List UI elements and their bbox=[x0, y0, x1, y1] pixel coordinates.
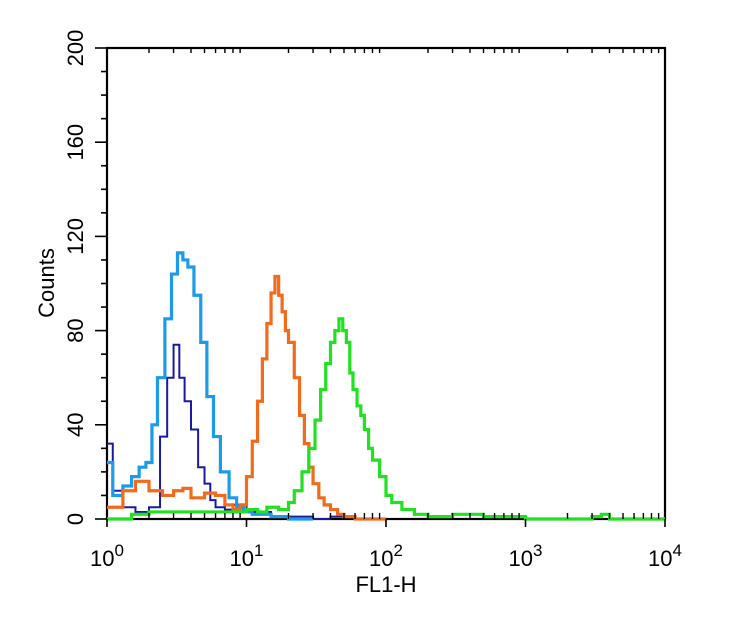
x-tick-label: 100 bbox=[90, 541, 124, 571]
x-tick-label: 104 bbox=[648, 541, 682, 571]
x-tick-label: 101 bbox=[230, 541, 264, 571]
series-1-line bbox=[107, 251, 314, 521]
plot-frame bbox=[105, 46, 667, 521]
x-axis-title: FL1-H bbox=[355, 572, 416, 597]
y-tick-label: 200 bbox=[63, 30, 88, 67]
x-tick-label: 103 bbox=[509, 541, 543, 571]
y-tick-label: 40 bbox=[63, 413, 88, 437]
y-tick-label: 80 bbox=[63, 318, 88, 342]
series-2-line bbox=[107, 274, 386, 521]
y-tick-label: 0 bbox=[63, 513, 88, 525]
x-tick-label: 102 bbox=[369, 541, 403, 571]
y-tick-label: 160 bbox=[63, 124, 88, 161]
y-axis-title: Counts bbox=[34, 248, 59, 318]
axis-layer: 0 40 80 120 160 200 100 101 102 103 104 bbox=[63, 30, 682, 571]
y-tick-label: 120 bbox=[63, 218, 88, 255]
